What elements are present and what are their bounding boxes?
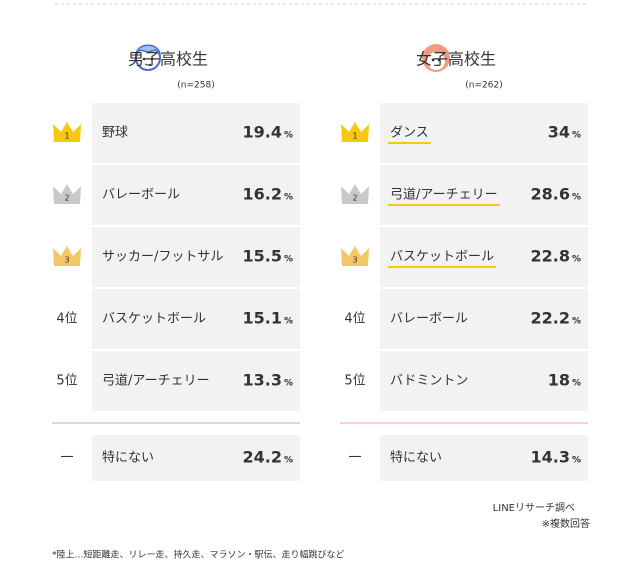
item: バスケットボール bbox=[390, 250, 494, 265]
rank: 一 bbox=[348, 451, 361, 466]
row-box bbox=[380, 227, 588, 287]
row-box bbox=[92, 227, 300, 287]
unit: % bbox=[572, 131, 581, 141]
unit: % bbox=[572, 193, 581, 203]
rank: 2 bbox=[64, 194, 69, 203]
row-box bbox=[92, 103, 300, 163]
unit: % bbox=[284, 131, 293, 141]
value: 18 bbox=[548, 371, 570, 390]
unit: % bbox=[572, 379, 581, 389]
row-box bbox=[380, 351, 588, 411]
sample-size: (n=258) bbox=[177, 81, 214, 91]
unit: % bbox=[284, 317, 293, 327]
rank: 5位 bbox=[56, 374, 77, 389]
source: LINEリサーチ調べ bbox=[493, 501, 575, 514]
value: 34 bbox=[548, 123, 570, 142]
row-box bbox=[92, 289, 300, 349]
rank: 一 bbox=[60, 451, 73, 466]
item: ダンス bbox=[390, 126, 429, 141]
item: 弓道/アーチェリー bbox=[102, 374, 210, 389]
item: 特にない bbox=[102, 451, 154, 466]
value: 24.2 bbox=[243, 448, 282, 467]
value: 16.2 bbox=[243, 185, 282, 204]
item: バドミントン bbox=[390, 374, 468, 389]
note: ※複数回答 bbox=[542, 517, 590, 530]
rank: 4位 bbox=[56, 312, 77, 327]
row-box bbox=[92, 165, 300, 225]
item: バスケットボール bbox=[102, 312, 206, 327]
item: バレーボール bbox=[102, 188, 180, 203]
rank: 5位 bbox=[344, 374, 365, 389]
crown bbox=[341, 246, 369, 266]
unit: % bbox=[284, 379, 293, 389]
value: 22.2 bbox=[531, 309, 570, 328]
item: 弓道/アーチェリー bbox=[390, 188, 498, 203]
rank: 1 bbox=[64, 132, 69, 141]
value: 14.3 bbox=[531, 448, 570, 467]
boy-icon bbox=[135, 44, 161, 71]
rank: 1 bbox=[352, 132, 357, 141]
item: 特にない bbox=[390, 451, 442, 466]
row-box bbox=[380, 103, 588, 163]
value: 15.5 bbox=[243, 247, 282, 266]
crown bbox=[53, 122, 81, 142]
value: 19.4 bbox=[243, 123, 282, 142]
value: 28.6 bbox=[531, 185, 570, 204]
value: 22.8 bbox=[531, 247, 570, 266]
item: 野球 bbox=[102, 126, 128, 141]
unit: % bbox=[572, 317, 581, 327]
unit: % bbox=[284, 456, 293, 466]
crown bbox=[53, 184, 81, 204]
rank: 4位 bbox=[344, 312, 365, 327]
row-box bbox=[380, 435, 588, 481]
crown bbox=[53, 246, 81, 266]
row-box bbox=[92, 351, 300, 411]
sample-size: (n=262) bbox=[465, 81, 502, 91]
value: 15.1 bbox=[243, 309, 282, 328]
unit: % bbox=[284, 193, 293, 203]
value: 13.3 bbox=[243, 371, 282, 390]
row-box bbox=[380, 289, 588, 349]
footnote: *陸上…短距離走、リレー走、持久走、マラソン・駅伝、走り幅跳びなど bbox=[52, 549, 345, 561]
item: サッカー/フットサル bbox=[102, 250, 223, 265]
unit: % bbox=[572, 456, 581, 466]
unit: % bbox=[572, 255, 581, 265]
row-box bbox=[380, 165, 588, 225]
column-title: 女子高校生 bbox=[416, 50, 496, 69]
row-box bbox=[92, 435, 300, 481]
girl-icon bbox=[422, 44, 450, 72]
unit: % bbox=[284, 255, 293, 265]
item: バレーボール bbox=[390, 312, 468, 327]
rank: 3 bbox=[64, 256, 69, 265]
column-title: 男子高校生 bbox=[128, 50, 208, 69]
crown bbox=[341, 122, 369, 142]
rank: 2 bbox=[352, 194, 357, 203]
crown bbox=[341, 184, 369, 204]
rank: 3 bbox=[352, 256, 357, 265]
